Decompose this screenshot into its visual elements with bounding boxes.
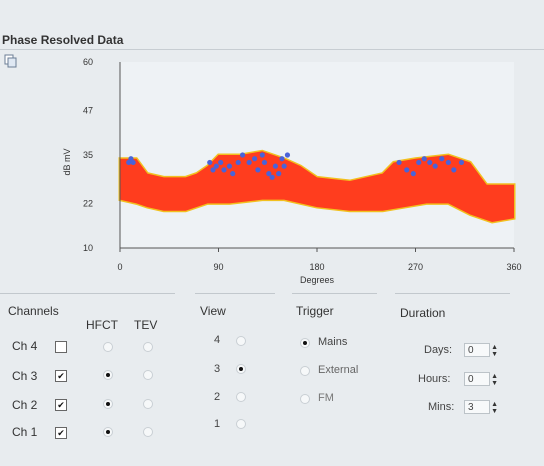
data-point xyxy=(214,164,219,169)
data-point xyxy=(240,152,245,157)
channels-header: Channels xyxy=(8,304,59,318)
data-point xyxy=(404,167,409,172)
hours-spin-arrows-icon[interactable]: ▲ ▼ xyxy=(491,373,498,387)
data-point xyxy=(230,171,235,176)
channel-2-hfct-radio[interactable] xyxy=(103,399,113,409)
data-point xyxy=(416,160,421,165)
data-point xyxy=(411,171,416,176)
data-point xyxy=(273,164,278,169)
y-axis-label: dB mV xyxy=(62,148,72,175)
days-stepper[interactable]: 0 ▲ ▼ xyxy=(464,343,490,357)
data-point xyxy=(279,156,284,161)
view-option-4-label: 4 xyxy=(214,334,220,346)
y-tick-label: 22 xyxy=(83,198,93,208)
data-point xyxy=(207,160,212,165)
hfct-header: HFCT xyxy=(86,318,118,332)
channel-label-4: Ch 4 xyxy=(12,339,37,353)
channel-4-tev-radio[interactable] xyxy=(143,342,153,352)
view-option-1-radio[interactable] xyxy=(236,419,246,429)
channel-1-tev-radio[interactable] xyxy=(143,427,153,437)
data-point xyxy=(446,160,451,165)
data-point xyxy=(131,160,136,165)
mins-label: Mins: xyxy=(428,401,454,413)
x-tick-label: 90 xyxy=(213,262,223,272)
trigger-mains-label: Mains xyxy=(318,336,347,348)
data-point xyxy=(218,160,223,165)
channel-3-checkbox[interactable]: ✔ xyxy=(55,370,67,382)
channel-label-2: Ch 2 xyxy=(12,398,37,412)
view-divider xyxy=(195,293,275,294)
channel-2-tev-radio[interactable] xyxy=(143,399,153,409)
y-tick-label: 47 xyxy=(83,105,93,115)
data-point xyxy=(439,156,444,161)
x-tick-label: 270 xyxy=(408,262,423,272)
hours-label: Hours: xyxy=(418,373,450,385)
y-tick-label: 60 xyxy=(83,57,93,67)
data-point xyxy=(422,156,427,161)
hours-value: 0 xyxy=(468,374,474,385)
data-point xyxy=(396,160,401,165)
data-point xyxy=(459,160,464,165)
data-point xyxy=(427,160,432,165)
days-spin-arrows-icon[interactable]: ▲ ▼ xyxy=(491,344,498,358)
tev-header: TEV xyxy=(134,318,157,332)
data-point xyxy=(260,152,265,157)
channel-2-checkbox[interactable]: ✔ xyxy=(55,399,67,411)
data-point xyxy=(451,167,456,172)
data-point xyxy=(285,152,290,157)
data-point xyxy=(276,171,281,176)
days-label: Days: xyxy=(424,344,452,356)
channel-3-tev-radio[interactable] xyxy=(143,370,153,380)
data-point xyxy=(247,160,252,165)
view-option-3-label: 3 xyxy=(214,363,220,375)
data-point xyxy=(270,175,275,180)
mins-stepper[interactable]: 3 ▲ ▼ xyxy=(464,400,490,414)
channel-4-hfct-radio[interactable] xyxy=(103,342,113,352)
channel-3-hfct-radio[interactable] xyxy=(103,370,113,380)
data-point xyxy=(221,167,226,172)
trigger-external-radio[interactable] xyxy=(300,366,310,376)
y-tick-label: 10 xyxy=(83,243,93,253)
view-option-1-label: 1 xyxy=(214,418,220,430)
trigger-mains-radio[interactable] xyxy=(300,338,310,348)
duration-divider xyxy=(395,293,510,294)
channel-1-hfct-radio[interactable] xyxy=(103,427,113,437)
view-header: View xyxy=(200,304,226,318)
trigger-fm-radio[interactable] xyxy=(300,394,310,404)
trigger-fm-label: FM xyxy=(318,392,334,404)
view-option-2-radio[interactable] xyxy=(236,392,246,402)
hours-stepper[interactable]: 0 ▲ ▼ xyxy=(464,372,490,386)
channel-4-checkbox[interactable] xyxy=(55,341,67,353)
trigger-header: Trigger xyxy=(296,304,334,318)
data-point xyxy=(433,164,438,169)
data-point xyxy=(282,164,287,169)
channel-1-checkbox[interactable]: ✔ xyxy=(55,427,67,439)
mins-value: 3 xyxy=(468,402,474,413)
y-tick-label: 35 xyxy=(83,150,93,160)
mins-spin-arrows-icon[interactable]: ▲ ▼ xyxy=(491,401,498,415)
view-option-4-radio[interactable] xyxy=(236,336,246,346)
view-option-2-label: 2 xyxy=(214,391,220,403)
channel-label-3: Ch 3 xyxy=(12,369,37,383)
x-tick-label: 0 xyxy=(117,262,122,272)
x-tick-label: 360 xyxy=(506,262,521,272)
trigger-divider xyxy=(292,293,377,294)
data-point xyxy=(255,167,260,172)
data-point xyxy=(262,160,267,165)
duration-header: Duration xyxy=(400,306,445,320)
channel-label-1: Ch 1 xyxy=(12,425,37,439)
phase-resolved-chart: 60 47 35 22 10 0 90 180 270 360 dB mV Degrees xyxy=(0,0,544,290)
view-option-3-radio[interactable] xyxy=(236,364,246,374)
data-point xyxy=(252,156,257,161)
plot-area xyxy=(120,62,514,248)
channels-divider xyxy=(0,293,175,294)
data-point xyxy=(236,160,241,165)
x-axis-label: Degrees xyxy=(300,275,335,285)
x-tick-label: 180 xyxy=(309,262,324,272)
data-point xyxy=(227,164,232,169)
trigger-external-label: External xyxy=(318,364,358,376)
days-value: 0 xyxy=(468,345,474,356)
